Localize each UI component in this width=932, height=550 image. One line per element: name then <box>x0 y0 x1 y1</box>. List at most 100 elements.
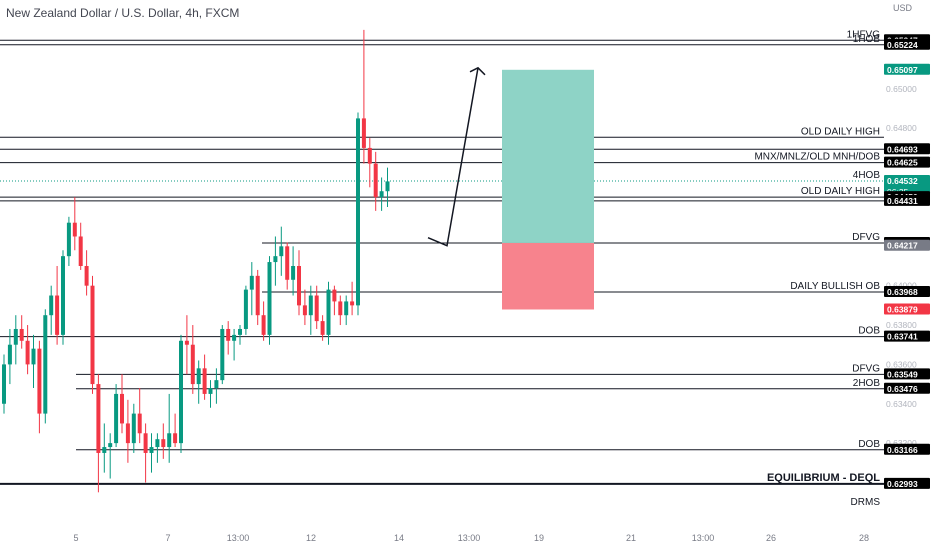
x-tick-label: 14 <box>394 533 404 543</box>
price-tag-label: 0.63549 <box>887 369 918 379</box>
price-tag <box>884 239 930 251</box>
price-tag-label: 0.63476 <box>887 384 918 394</box>
level-label: DFVG <box>852 363 880 374</box>
bullish-candle <box>7 344 12 365</box>
bullish-candle <box>279 246 284 257</box>
bullish-candle <box>243 289 248 329</box>
price-tag-label: 0.63968 <box>887 287 918 297</box>
bullish-candle <box>214 380 219 389</box>
price-tag-label: 0.65224 <box>887 40 918 50</box>
price-tag-label: 0.63166 <box>887 445 918 455</box>
price-tag-label: 0.64532 <box>887 176 918 186</box>
price-tag <box>884 63 930 75</box>
price-tag-label: 0.65097 <box>887 65 918 75</box>
bullish-candle <box>232 334 237 341</box>
bearish-candle <box>137 413 142 434</box>
price-tags: 0.652470.652240.650970.646930.646250.645… <box>884 34 930 489</box>
currency-label: USD <box>893 3 913 13</box>
level-label: 4HOB <box>853 170 881 181</box>
x-tick-label: 19 <box>534 533 544 543</box>
level-label: DOB <box>858 439 880 450</box>
bearish-candle <box>184 340 189 345</box>
x-tick-label: 5 <box>73 533 78 543</box>
price-tag <box>884 443 930 455</box>
bearish-candle <box>261 315 266 335</box>
price-tag-label: 0.63741 <box>887 332 918 342</box>
bullish-candle <box>238 328 242 335</box>
bearish-candle <box>367 147 372 164</box>
price-tag <box>884 38 930 50</box>
bullish-candle <box>356 118 360 306</box>
bearish-candle <box>78 236 83 266</box>
bullish-candle <box>66 222 71 257</box>
projection-path[interactable] <box>427 67 479 247</box>
bearish-candle <box>332 289 337 302</box>
bearish-candle <box>226 328 231 341</box>
y-tick-label: 0.63800 <box>886 320 917 330</box>
bullish-candle <box>344 301 349 316</box>
arrow-head <box>469 66 486 76</box>
bearish-candle <box>285 246 290 280</box>
y-tick-label: 0.63600 <box>886 359 917 369</box>
bearish-candle <box>84 266 89 286</box>
price-tag <box>884 477 930 489</box>
bearish-candle <box>19 328 24 341</box>
bearish-candle <box>314 295 319 322</box>
stop-loss-zone[interactable] <box>502 242 594 310</box>
bullish-candle <box>114 393 119 444</box>
bullish-candle <box>2 364 6 404</box>
price-tag-label: 0.64625 <box>887 158 918 168</box>
level-label: 1HOB <box>853 34 881 45</box>
bullish-candle <box>179 340 183 444</box>
bullish-candle <box>102 447 107 453</box>
x-tick-label: 12 <box>306 533 316 543</box>
bearish-candle <box>190 344 195 385</box>
profit-zone[interactable] <box>502 69 594 243</box>
price-tag <box>884 143 930 155</box>
bullish-candle <box>385 181 390 192</box>
y-tick-label: 0.63400 <box>886 399 917 409</box>
bearish-candle <box>72 222 77 237</box>
bullish-candle <box>249 275 254 290</box>
bullish-candle <box>61 256 65 335</box>
level-label: 2HOB <box>853 378 881 389</box>
bullish-candle <box>196 368 201 385</box>
bullish-candle <box>149 447 154 453</box>
bearish-candle <box>350 301 355 306</box>
bullish-candle <box>220 328 225 381</box>
level-label: DAILY BULLISH OB <box>790 281 880 292</box>
bearish-candle <box>161 439 166 448</box>
level-label: DRMS <box>851 497 881 508</box>
price-tag <box>884 285 930 297</box>
projection-arrow[interactable] <box>427 66 486 247</box>
price-tag <box>884 330 930 342</box>
bearish-candle <box>361 118 366 148</box>
y-tick-label: 0.63200 <box>886 438 917 448</box>
price-tag <box>884 156 930 168</box>
price-tag-label: 0.64217 <box>887 241 918 251</box>
bearish-candle <box>202 368 207 394</box>
bullish-candle <box>273 256 278 263</box>
bearish-candle <box>25 340 30 365</box>
bearish-candle <box>173 433 178 444</box>
price-tag-label: 0.62993 <box>887 479 918 489</box>
y-tick-label: 0.65000 <box>886 84 917 94</box>
x-tick-label: 26 <box>766 533 776 543</box>
long-position-tool[interactable] <box>502 69 594 310</box>
bullish-candle <box>31 348 36 365</box>
bearish-candle <box>55 295 60 335</box>
bearish-candle <box>320 321 325 335</box>
bullish-candle <box>167 433 172 448</box>
price-tag <box>884 303 930 315</box>
x-tick-label: 21 <box>626 533 636 543</box>
level-label: 1HFVG <box>847 29 881 40</box>
bullish-candle <box>267 262 272 335</box>
bearish-candle <box>338 301 343 316</box>
bullish-candle <box>43 315 48 414</box>
x-tick-label: 13:00 <box>692 533 715 543</box>
bearish-candle <box>37 348 42 414</box>
bullish-candle <box>49 295 54 316</box>
bearish-candle <box>302 305 307 316</box>
